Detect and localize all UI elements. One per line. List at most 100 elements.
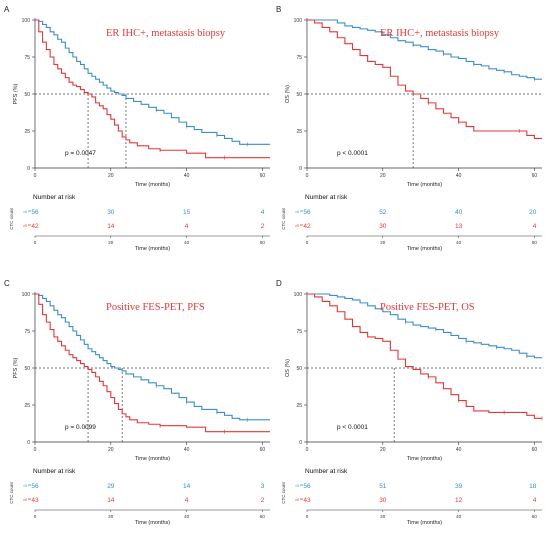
risk-count: 56 [31,483,39,490]
x-tick-label: 60 [532,447,538,453]
risk-x-tick-label: 60 [532,240,538,245]
risk-x-tick-label: 20 [108,514,114,519]
risk-count: 14 [107,497,115,504]
x-tick-label: 40 [456,447,462,453]
risk-x-axis-label: Time (months) [135,246,170,252]
x-axis-label: Time (months) [407,182,442,188]
x-tick-label: 40 [456,173,462,179]
risk-count: 20 [529,209,537,216]
risk-table-header: Number at risk [33,194,76,201]
risk-count: 13 [455,223,463,230]
y-axis-label: OS (%) [285,359,291,377]
y-tick-label: 100 [22,18,31,24]
p-value: p = 0.0099 [65,424,96,431]
x-tick-label: 0 [34,447,37,453]
km-curve-high [307,19,542,139]
risk-x-tick-label: 0 [306,514,309,519]
y-tick-label: 0 [299,166,302,172]
y-tick-label: 25 [24,403,30,409]
y-tick-label: 100 [294,292,303,298]
x-tick-label: 20 [108,173,114,179]
y-tick-label: 75 [24,55,30,61]
y-tick-label: 75 [24,329,30,335]
x-tick-label: 0 [306,173,309,179]
p-value: p = 0.0047 [65,150,96,157]
chart-title: ER IHC+, metastasis biopsy [380,28,500,39]
risk-count: 29 [107,483,115,490]
y-axis-label: PFS (%) [13,83,19,104]
p-value: p < 0.0001 [337,424,368,431]
y-tick-label: 25 [296,403,302,409]
risk-x-tick-label: 40 [456,240,462,245]
risk-table-header: Number at risk [305,468,348,475]
risk-count: 15 [183,209,191,216]
risk-count: 2 [261,497,265,504]
chart-title: Positive FES-PET, OS [380,302,475,313]
x-tick-label: 20 [380,447,386,453]
risk-group-label: <5 [295,210,299,214]
x-tick-label: 60 [532,173,538,179]
x-axis-label: Time (months) [135,456,170,462]
km-curve-low [307,293,542,359]
y-tick-label: 100 [22,292,31,298]
y-tick-label: 0 [299,440,302,446]
risk-count: 51 [379,483,387,490]
risk-x-axis-label: Time (months) [407,246,442,252]
risk-x-axis-label: Time (months) [407,520,442,526]
x-tick-label: 20 [380,173,386,179]
risk-count: 4 [185,497,189,504]
risk-count: 2 [261,223,265,230]
risk-x-tick-label: 60 [532,514,538,519]
x-tick-label: 60 [260,173,266,179]
risk-count: 30 [379,497,387,504]
risk-x-tick-label: 40 [184,514,190,519]
risk-count: 4 [261,209,265,216]
risk-count: 56 [303,483,311,490]
risk-x-tick-label: 0 [34,514,37,519]
y-tick-label: 50 [24,92,30,98]
risk-count: 52 [379,209,387,216]
p-value: p < 0.0001 [337,150,368,157]
y-tick-label: 75 [296,329,302,335]
risk-group-label: ≥5 [23,498,27,502]
risk-table-ylabel: CTC count [281,208,286,230]
x-tick-label: 20 [108,447,114,453]
risk-group-label: <5 [23,484,27,488]
risk-x-tick-label: 20 [380,240,386,245]
y-tick-label: 0 [27,440,30,446]
x-axis-label: Time (months) [407,456,442,462]
risk-count: 18 [529,483,537,490]
chart-title: ER IHC+, metastasis biopsy [106,28,226,39]
risk-x-tick-label: 40 [456,514,462,519]
risk-group-label: <5 [295,484,299,488]
panel-letter: D [276,279,282,288]
risk-count: 30 [379,223,387,230]
y-tick-label: 75 [296,55,302,61]
y-axis-label: PFS (%) [13,357,19,378]
panel-letter: C [4,279,10,288]
risk-count: 4 [533,223,537,230]
panel-letter: A [4,5,10,14]
risk-table-header: Number at risk [305,194,348,201]
y-tick-label: 50 [296,92,302,98]
risk-count: 42 [303,223,311,230]
risk-count: 56 [303,209,311,216]
y-axis-label: OS (%) [285,85,291,103]
y-tick-label: 50 [24,366,30,372]
risk-x-tick-label: 60 [260,240,266,245]
km-curve-high [307,293,542,419]
risk-count: 4 [185,223,189,230]
x-tick-label: 60 [260,447,266,453]
y-tick-label: 25 [24,129,30,135]
risk-x-tick-label: 0 [306,240,309,245]
x-tick-label: 40 [184,173,190,179]
risk-count: 14 [107,223,115,230]
risk-x-tick-label: 20 [380,514,386,519]
risk-count: 43 [303,497,311,504]
risk-count: 39 [455,483,463,490]
km-curve-high [35,293,270,433]
